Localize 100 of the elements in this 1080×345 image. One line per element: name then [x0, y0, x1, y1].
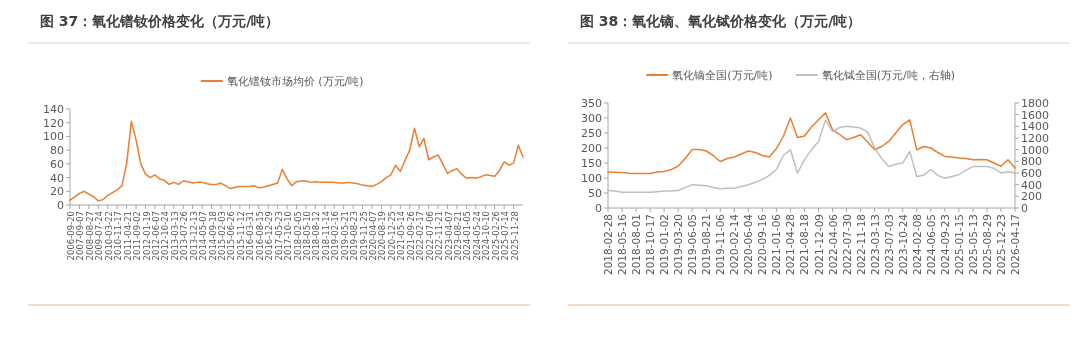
- x-tick-label: 2021-08-18: [798, 214, 811, 276]
- x-tick-label: 2018-10-17: [644, 214, 657, 276]
- y2-tick-label: 800: [1021, 155, 1042, 169]
- x-tick-label: 2023-10-24: [896, 213, 909, 276]
- y-tick-label: 80: [50, 144, 64, 158]
- x-tick-label: 2006-09-20: [66, 211, 76, 261]
- x-tick-label: 2020-09-16: [756, 213, 769, 276]
- y-tick-label: 100: [581, 172, 602, 185]
- legend-label: 氧化铽全国(万元/吨，右轴): [821, 69, 956, 82]
- x-tick-label: 2019-06-05: [686, 214, 699, 276]
- x-tick-label: 2019-11-25: [358, 211, 369, 261]
- y-tick-label: 140: [43, 103, 64, 116]
- x-tick-label: 2024-10-10: [481, 211, 492, 261]
- x-tick-label: 2015-06-26: [226, 211, 237, 261]
- y-tick-label: 40: [50, 171, 64, 185]
- x-tick-label: 2012-01-19: [141, 211, 152, 261]
- x-tick-label: 2024-02-08: [910, 214, 923, 276]
- x-tick-label: 2020-04-07: [368, 211, 378, 261]
- chart-title: 图 38：氧化镝、氧化铽价格变化（万元/吨）: [580, 13, 862, 29]
- y-tick-label: 150: [581, 157, 602, 170]
- x-tick-label: 2022-11-18: [854, 214, 867, 276]
- x-tick-label: 2019-11-06: [714, 213, 727, 276]
- y2-tick-label: 0: [1021, 202, 1028, 215]
- y2-tick-label: 200: [1021, 190, 1042, 204]
- x-tick-label: 2021-04-28: [784, 214, 797, 276]
- line-series: [607, 112, 1016, 175]
- y-tick-label: 120: [43, 116, 64, 130]
- y2-tick-label: 1000: [1021, 143, 1049, 157]
- x-tick-label: 2019-08-21: [700, 214, 713, 276]
- y-tick-label: 250: [581, 127, 602, 140]
- x-tick-label: 2013-03-13: [169, 211, 180, 261]
- x-tick-label: 2024-06-05: [924, 214, 937, 276]
- x-tick-label: 2022-11-21: [434, 211, 445, 261]
- x-tick-label: 2014-05-07: [198, 211, 209, 261]
- y-tick-label: 300: [581, 112, 602, 125]
- x-tick-label: 2021-12-09: [812, 214, 825, 276]
- x-tick-label: 2018-11-14: [320, 211, 331, 261]
- legend-label: 氧化镝全国(万元/吨): [672, 69, 773, 82]
- x-tick-label: 2020-08-19: [377, 211, 388, 261]
- x-tick-label: 2009-07-24: [94, 211, 105, 261]
- x-tick-label: 2016-03-31: [245, 211, 256, 261]
- x-tick-label: 2019-01-02: [658, 214, 671, 276]
- x-tick-label: 2013-12-13: [188, 211, 199, 261]
- x-tick-label: 2025-05-13: [966, 214, 979, 276]
- x-tick-label: 2018-05-16: [616, 213, 629, 276]
- x-tick-label: 2020-06-04: [742, 213, 755, 276]
- y-tick-label: 50: [588, 187, 602, 200]
- y-tick-label: 0: [57, 199, 64, 212]
- y-tick-label: 350: [581, 97, 602, 110]
- x-tick-label: 2025-11-28: [509, 211, 520, 261]
- x-tick-label: 2022-07-06: [424, 211, 435, 261]
- x-tick-label: 2024-09-23: [938, 214, 951, 276]
- x-tick-label: 2019-05-21: [339, 211, 350, 261]
- x-tick-label: 2010-11-17: [113, 211, 124, 261]
- x-tick-label: 2019-03-20: [672, 214, 685, 276]
- x-tick-label: 2018-08-12: [311, 211, 322, 261]
- x-tick-label: 2015-11-12: [235, 211, 246, 261]
- y2-tick-label: 600: [1021, 167, 1042, 180]
- x-tick-label: 2026-04-17: [1009, 214, 1021, 276]
- x-tick-label: 2021-09-26: [405, 211, 416, 261]
- chart-title: 图 37：氧化镨钕价格变化（万元/吨）: [40, 13, 280, 29]
- x-tick-label: 2023-04-07: [443, 211, 454, 261]
- y-tick-label: 60: [50, 157, 64, 171]
- x-tick-label: 2024-01-05: [462, 211, 473, 261]
- y2-tick-label: 1600: [1021, 108, 1049, 122]
- x-tick-label: 2025-02-26: [490, 211, 501, 261]
- legend-label: 氧化镨钕市场均价 (万元/吨): [226, 75, 364, 88]
- x-tick-label: 2017-05-23: [273, 211, 284, 261]
- x-tick-label: 2025-01-15: [952, 214, 965, 276]
- y-tick-label: 200: [581, 142, 602, 155]
- x-tick-label: 2020-12-25: [386, 211, 397, 261]
- y-tick-label: 20: [50, 185, 64, 199]
- x-tick-label: 2012-06-07: [150, 211, 161, 261]
- y-tick-label: 0: [595, 202, 602, 215]
- x-tick-label: 2018-02-28: [602, 214, 614, 276]
- x-tick-label: 2011-09-02: [132, 211, 143, 261]
- x-tick-label: 2022-04-06: [826, 213, 839, 276]
- x-tick-label: 2023-07-03: [882, 214, 895, 276]
- x-tick-label: 2023-08-21: [452, 211, 463, 261]
- x-tick-label: 2015-02-03: [217, 211, 227, 261]
- x-tick-label: 2010-03-22: [103, 211, 114, 261]
- y2-tick-label: 1800: [1021, 97, 1049, 110]
- x-tick-label: 2019-02-16: [330, 211, 341, 261]
- x-tick-label: 2022-07-30: [840, 214, 853, 276]
- x-tick-label: 2023-03-13: [868, 214, 881, 276]
- x-tick-label: 2013-07-26: [179, 211, 190, 261]
- x-tick-label: 2008-08-27: [84, 211, 95, 261]
- y2-tick-label: 1400: [1021, 120, 1049, 134]
- x-tick-label: 2014-09-18: [207, 211, 218, 261]
- x-tick-label: 2016-08-15: [254, 211, 265, 261]
- x-tick-label: 2018-05-10: [301, 211, 312, 261]
- x-tick-label: 2024-05-24: [471, 211, 482, 261]
- x-tick-label: 2021-05-14: [396, 211, 407, 261]
- x-tick-label: 2019-08-23: [349, 211, 360, 261]
- x-tick-label: 2020-02-14: [728, 213, 741, 276]
- x-tick-label: 2018-02-05: [292, 211, 303, 261]
- y2-tick-label: 1200: [1021, 132, 1049, 145]
- y2-tick-label: 400: [1021, 178, 1042, 192]
- x-tick-label: 2025-07-14: [500, 211, 511, 261]
- x-tick-label: 2016-12-29: [264, 211, 275, 261]
